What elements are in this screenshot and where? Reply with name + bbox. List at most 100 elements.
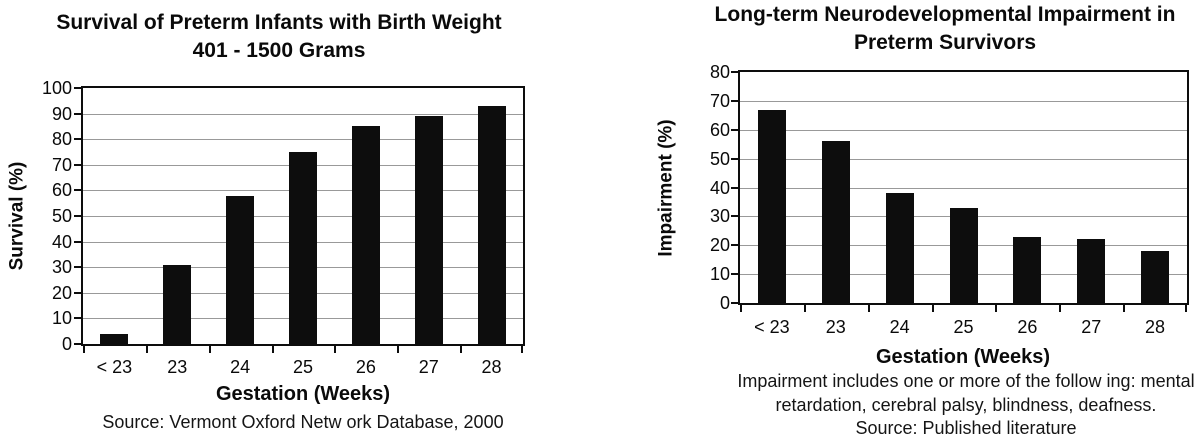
- gridline-50: [740, 158, 1187, 160]
- x-tick-label: < 23: [96, 357, 133, 377]
- x-tick-mark: [1123, 305, 1126, 312]
- bar-27: [414, 116, 443, 344]
- y-tick-label: 10: [51, 308, 72, 329]
- source-note: Source: Vermont Oxford Netw ork Database…: [102, 412, 504, 432]
- y-tick-label: 20: [51, 282, 72, 303]
- y-tick-label: 0: [719, 293, 730, 313]
- y-tick-mark: [74, 317, 81, 320]
- x-tick-label: 25: [292, 357, 314, 377]
- y-tick-label: 40: [51, 231, 72, 252]
- bar-25: [289, 152, 317, 344]
- x-tick-mark: [208, 346, 211, 353]
- x-tick-mark: [83, 346, 85, 353]
- x-tick-label: 27: [418, 357, 439, 377]
- y-tick-label: 0: [61, 334, 72, 354]
- chart-title-line2: Preterm Survivors: [853, 31, 1037, 54]
- y-tick-label: 30: [709, 206, 730, 227]
- x-tick-mark: [931, 305, 934, 312]
- x-tick-label: 27: [1081, 317, 1102, 337]
- x-tick-mark: [271, 346, 274, 353]
- bar-23: [100, 333, 129, 344]
- bar-23: [163, 264, 192, 344]
- y-tick-mark: [731, 157, 738, 160]
- bar-26: [351, 126, 380, 344]
- y-tick-mark: [74, 266, 81, 269]
- chart-title-line1: Survival of Preterm Infants with Birth W…: [56, 11, 502, 34]
- y-tick-label: 10: [709, 264, 730, 285]
- y-tick-label: 100: [41, 78, 72, 98]
- chart-title-line1: Long-term Neurodevelopmental Impairment …: [714, 3, 1176, 26]
- x-tick-label: 24: [230, 357, 251, 377]
- x-tick-mark: [145, 346, 148, 353]
- gridline-60: [740, 129, 1187, 131]
- y-tick-label: 70: [709, 90, 730, 111]
- x-tick-mark: [867, 305, 870, 312]
- y-tick-mark: [74, 163, 81, 166]
- x-tick-label: 24: [889, 317, 910, 337]
- gridline-90: [83, 113, 523, 115]
- bar-23: [757, 109, 786, 303]
- y-tick-mark: [731, 215, 738, 218]
- bar-28: [1141, 251, 1170, 303]
- bar-27: [1077, 239, 1106, 303]
- bar-24: [226, 195, 255, 344]
- x-tick-label: 25: [953, 317, 974, 337]
- y-tick-mark: [74, 189, 81, 192]
- y-tick-label: 20: [709, 235, 730, 256]
- y-tick-label: 60: [51, 180, 72, 201]
- y-tick-label: 50: [709, 148, 730, 169]
- y-tick-label: 60: [709, 119, 730, 140]
- x-tick-label: 28: [1145, 317, 1166, 337]
- x-tick-mark: [1185, 305, 1187, 312]
- x-tick-mark: [740, 305, 742, 312]
- y-tick-mark: [74, 291, 81, 294]
- y-tick-label: 40: [709, 177, 730, 198]
- y-tick-label: 90: [51, 103, 72, 124]
- y-tick-label: 80: [51, 129, 72, 150]
- bar-23: [821, 141, 850, 303]
- x-tick-label: 23: [167, 357, 188, 377]
- y-tick-mark: [74, 215, 81, 217]
- x-tick-mark: [397, 346, 400, 353]
- x-tick-mark: [334, 346, 337, 353]
- y-tick-mark: [731, 99, 738, 102]
- gridline-40: [740, 187, 1187, 189]
- x-axis-title: Gestation (Weeks): [875, 346, 1051, 368]
- y-tick-label: 80: [709, 62, 730, 82]
- y-tick-mark: [731, 186, 738, 189]
- y-tick-mark: [731, 71, 738, 73]
- y-tick-mark: [74, 112, 81, 115]
- chart-title: Long-term Neurodevelopmental Impairment …: [695, 1, 1195, 57]
- chart-title: Survival of Preterm Infants with Birth W…: [0, 9, 558, 65]
- y-tick-label: 50: [51, 206, 72, 226]
- x-tick-mark: [995, 305, 998, 312]
- bar-25: [949, 207, 978, 303]
- y-tick-label: 70: [51, 154, 72, 175]
- x-tick-mark: [460, 346, 463, 353]
- plot-area: [731, 70, 1189, 312]
- x-tick-mark: [803, 305, 806, 312]
- x-axis-title: Gestation (Weeks): [215, 383, 391, 405]
- y-tick-mark: [74, 138, 81, 141]
- y-tick-mark: [74, 87, 81, 89]
- plot-area: [74, 86, 525, 353]
- bar-28: [477, 105, 506, 344]
- impairment-chart: Long-term Neurodevelopmental Impairment …: [600, 0, 1200, 443]
- impairment-definition-note-line2: retardation, cerebral palsy, blindness, …: [775, 395, 1157, 415]
- y-tick-mark: [731, 302, 738, 304]
- gridline-70: [740, 100, 1187, 102]
- x-tick-label: < 23: [754, 317, 790, 337]
- y-tick-mark: [74, 343, 81, 345]
- x-tick-label: 28: [481, 357, 502, 377]
- bar-24: [885, 193, 914, 303]
- source-note: Source: Published literature: [855, 418, 1077, 438]
- y-tick-mark: [731, 128, 738, 131]
- y-tick-mark: [731, 244, 738, 247]
- x-tick-label: 23: [825, 317, 846, 337]
- y-tick-label: 30: [51, 257, 72, 278]
- x-tick-mark: [521, 346, 523, 353]
- x-tick-label: 26: [355, 357, 376, 377]
- y-tick-mark: [74, 240, 81, 243]
- bar-26: [1013, 236, 1042, 303]
